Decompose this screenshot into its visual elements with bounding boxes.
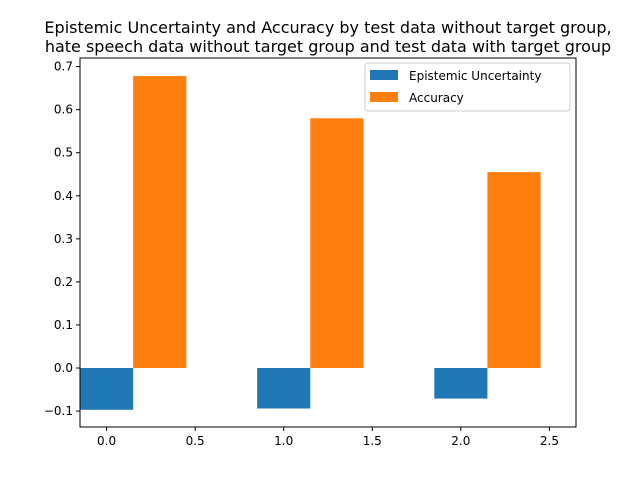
y-axis: −0.1 0.0 0.1 0.2 0.3 0.4 0.5 0.6 0.7 bbox=[44, 60, 80, 418]
legend-label-accuracy: Accuracy bbox=[409, 91, 464, 105]
x-tick-label: 1.5 bbox=[363, 434, 382, 448]
y-tick-label: 0.1 bbox=[54, 318, 73, 332]
legend-swatch-epistemic-uncertainty bbox=[370, 70, 398, 80]
legend-label-epistemic-uncertainty: Epistemic Uncertainty bbox=[409, 69, 541, 83]
x-axis: 0.0 0.5 1.0 1.5 2.0 2.5 bbox=[97, 427, 559, 448]
y-tick-label: −0.1 bbox=[44, 404, 73, 418]
y-tick-label: 0.0 bbox=[54, 361, 73, 375]
chart-title-line-1: Epistemic Uncertainty and Accuracy by te… bbox=[44, 18, 611, 37]
x-tick-label: 2.0 bbox=[451, 434, 470, 448]
legend: Epistemic Uncertainty Accuracy bbox=[364, 62, 571, 112]
bars-group bbox=[80, 76, 541, 410]
plot-area-frame bbox=[79, 57, 577, 428]
legend-frame bbox=[364, 62, 571, 112]
legend-swatch-accuracy bbox=[370, 92, 398, 102]
y-tick-label: 0.7 bbox=[54, 60, 73, 74]
y-tick-label: 0.6 bbox=[54, 103, 73, 117]
y-tick-label: 0.3 bbox=[54, 232, 73, 246]
chart-title-line-2: hate speech data without target group an… bbox=[45, 37, 611, 56]
y-tick-label: 0.2 bbox=[54, 275, 73, 289]
y-tick-label: 0.5 bbox=[54, 146, 73, 160]
bar-epistemic-uncertainty-0 bbox=[80, 368, 134, 410]
bar-accuracy-2 bbox=[487, 172, 541, 369]
x-tick-label: 2.5 bbox=[540, 434, 559, 448]
x-tick-label: 1.0 bbox=[274, 434, 293, 448]
bar-epistemic-uncertainty-1 bbox=[257, 368, 311, 409]
bar-epistemic-uncertainty-2 bbox=[434, 368, 488, 399]
x-tick-label: 0.0 bbox=[97, 434, 116, 448]
bar-accuracy-1 bbox=[310, 118, 364, 369]
bar-accuracy-0 bbox=[133, 76, 187, 369]
y-tick-label: 0.4 bbox=[54, 189, 73, 203]
x-tick-label: 0.5 bbox=[186, 434, 205, 448]
